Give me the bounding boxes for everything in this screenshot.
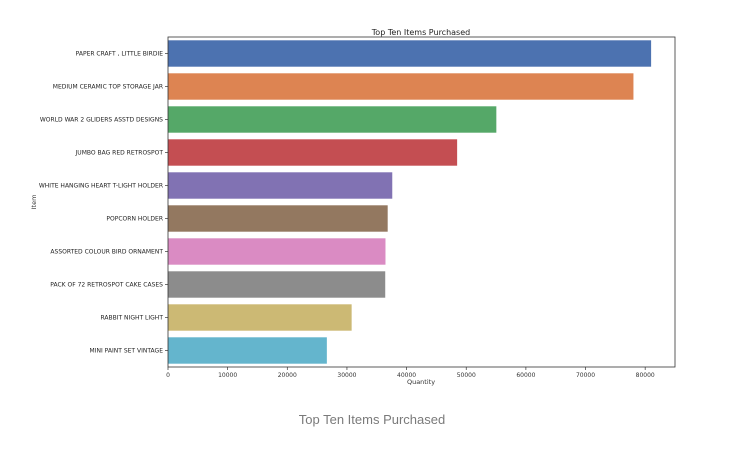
bar	[168, 40, 652, 67]
y-tick-label: RABBIT NIGHT LIGHT	[100, 315, 163, 322]
x-tick-label: 80000	[636, 372, 655, 379]
x-tick-label: 40000	[397, 372, 416, 379]
y-tick-label: PAPER CRAFT , LITTLE BIRDIE	[76, 51, 164, 58]
y-tick-label: MEDIUM CERAMIC TOP STORAGE JAR	[53, 84, 163, 91]
x-tick-label: 70000	[576, 372, 595, 379]
chart-title: Top Ten Items Purchased	[371, 28, 470, 37]
bar	[168, 106, 497, 133]
bar	[168, 238, 386, 265]
bar	[168, 271, 386, 298]
x-tick-label: 30000	[337, 372, 356, 379]
x-tick-label: 10000	[218, 372, 237, 379]
x-tick-label: 60000	[516, 372, 535, 379]
bar	[168, 139, 458, 166]
x-tick-label: 0	[166, 372, 170, 379]
bar	[168, 337, 327, 364]
plot-frame	[167, 36, 676, 368]
x-tick-label: 20000	[278, 372, 297, 379]
y-tick-label: ASSORTED COLOUR BIRD ORNAMENT	[50, 249, 163, 256]
bar	[168, 205, 388, 232]
y-tick-label: PACK OF 72 RETROSPOT CAKE CASES	[50, 282, 163, 289]
x-axis-label: Quantity	[407, 378, 435, 386]
bar	[168, 172, 393, 199]
category-labels-group: PAPER CRAFT , LITTLE BIRDIE MEDIUM CERAMI…	[39, 51, 168, 355]
bars-group	[168, 40, 652, 364]
y-tick-label: WHITE HANGING HEART T-LIGHT HOLDER	[39, 183, 163, 190]
y-axis-label: Item	[30, 195, 38, 210]
bar	[168, 73, 634, 100]
y-tick-label: WORLD WAR 2 GLIDERS ASSTD DESIGNS	[40, 117, 163, 124]
figure-caption: Top Ten Items Purchased	[298, 412, 446, 427]
y-tick-label: JUMBO BAG RED RETROSPOT	[75, 150, 164, 157]
y-tick-label: MINI PAINT SET VINTAGE	[90, 348, 164, 355]
bar	[168, 304, 352, 331]
y-tick-label: POPCORN HOLDER	[106, 216, 163, 223]
x-ticks-group: 0 10000 20000 30000 40000 50000 60000 70000 8000…	[166, 367, 655, 379]
x-tick-label: 50000	[457, 372, 476, 379]
